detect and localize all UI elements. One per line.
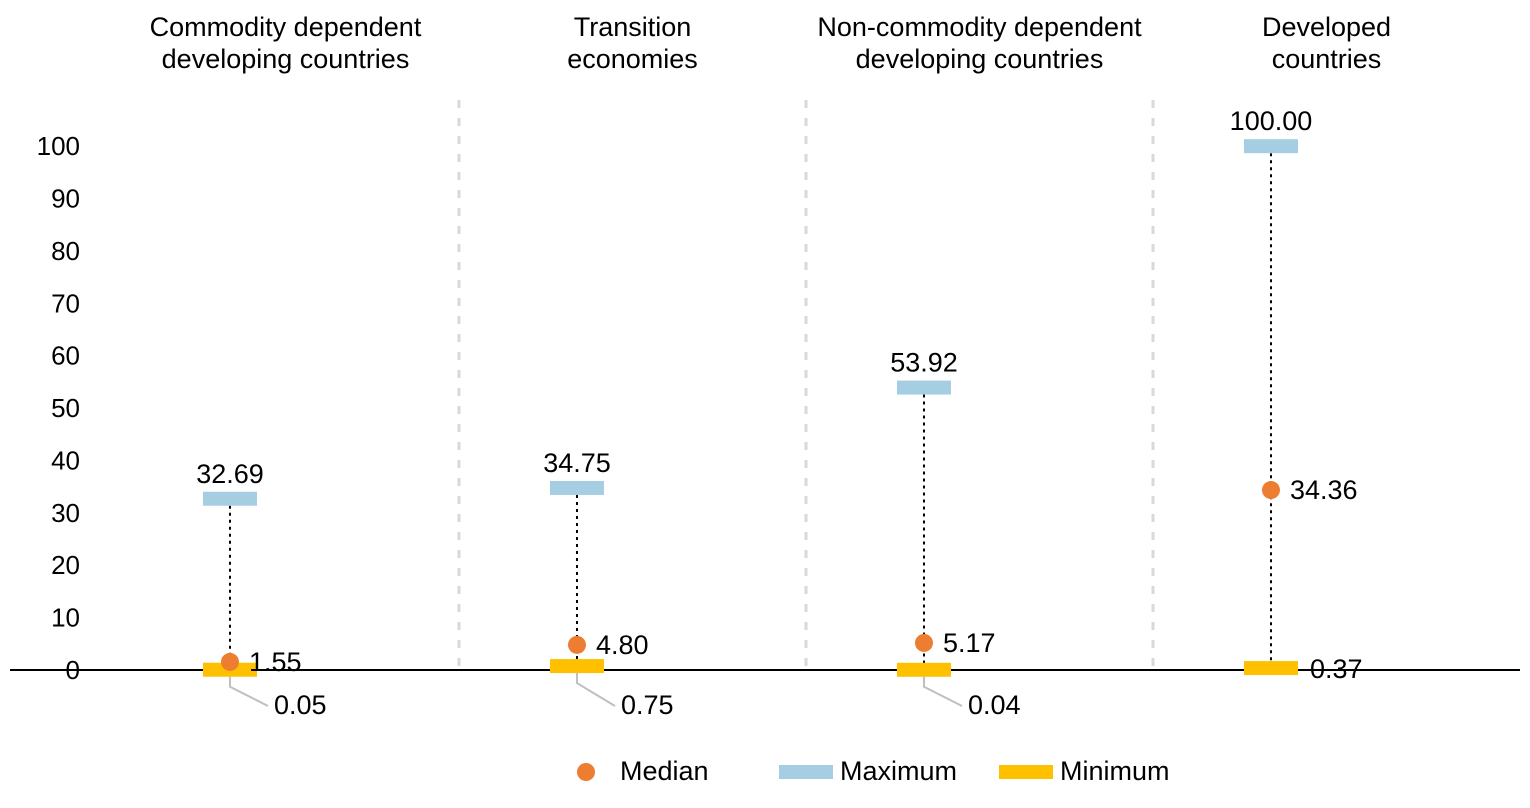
median-marker xyxy=(568,636,586,654)
category-title: Non-commodity dependent xyxy=(817,12,1142,42)
median-marker xyxy=(221,653,239,671)
legend-median-icon xyxy=(577,763,595,781)
legend-label: Median xyxy=(620,756,709,786)
maximum-label: 32.69 xyxy=(196,459,264,489)
range-chart: 0102030405060708090100Commodity dependen… xyxy=(0,0,1530,808)
legend-label: Minimum xyxy=(1060,756,1170,786)
minimum-label: 0.04 xyxy=(968,690,1021,720)
maximum-marker xyxy=(1244,139,1298,153)
y-tick-label: 20 xyxy=(51,550,80,580)
median-marker xyxy=(1262,481,1280,499)
minimum-marker xyxy=(1244,661,1298,675)
median-marker xyxy=(915,634,933,652)
y-tick-label: 70 xyxy=(51,288,80,318)
maximum-label: 100.00 xyxy=(1230,106,1313,136)
category-title: Commodity dependent xyxy=(150,12,422,42)
y-tick-label: 40 xyxy=(51,445,80,475)
y-tick-label: 30 xyxy=(51,498,80,528)
median-label: 34.36 xyxy=(1290,475,1358,505)
category-title: Developed xyxy=(1262,12,1391,42)
category-title: developing countries xyxy=(162,44,410,74)
y-tick-label: 50 xyxy=(51,393,80,423)
maximum-marker xyxy=(897,381,951,395)
maximum-label: 53.92 xyxy=(890,348,958,378)
minimum-marker xyxy=(550,659,604,673)
category-title: Transition xyxy=(574,12,692,42)
median-label: 4.80 xyxy=(596,630,649,660)
maximum-label: 34.75 xyxy=(543,448,611,478)
category-title: developing countries xyxy=(856,44,1104,74)
category-title: economies xyxy=(567,44,698,74)
y-tick-label: 60 xyxy=(51,341,80,371)
minimum-label: 0.75 xyxy=(621,690,674,720)
minimum-label: 0.05 xyxy=(274,690,327,720)
maximum-marker xyxy=(550,481,604,495)
legend-maximum-icon xyxy=(779,765,833,779)
y-tick-label: 10 xyxy=(51,603,80,633)
minimum-marker xyxy=(897,663,951,677)
legend-minimum-icon xyxy=(999,765,1053,779)
min-leader-line xyxy=(230,677,268,706)
median-label: 1.55 xyxy=(249,647,302,677)
y-tick-label: 90 xyxy=(51,184,80,214)
chart-svg: 0102030405060708090100Commodity dependen… xyxy=(0,0,1530,808)
category-title: countries xyxy=(1272,44,1382,74)
median-label: 5.17 xyxy=(943,628,996,658)
maximum-marker xyxy=(203,492,257,506)
legend-label: Maximum xyxy=(840,756,957,786)
min-leader-line xyxy=(577,673,615,706)
y-tick-label: 100 xyxy=(37,131,80,161)
min-leader-line xyxy=(924,677,962,706)
y-tick-label: 80 xyxy=(51,236,80,266)
minimum-label: 0.37 xyxy=(1310,654,1363,684)
